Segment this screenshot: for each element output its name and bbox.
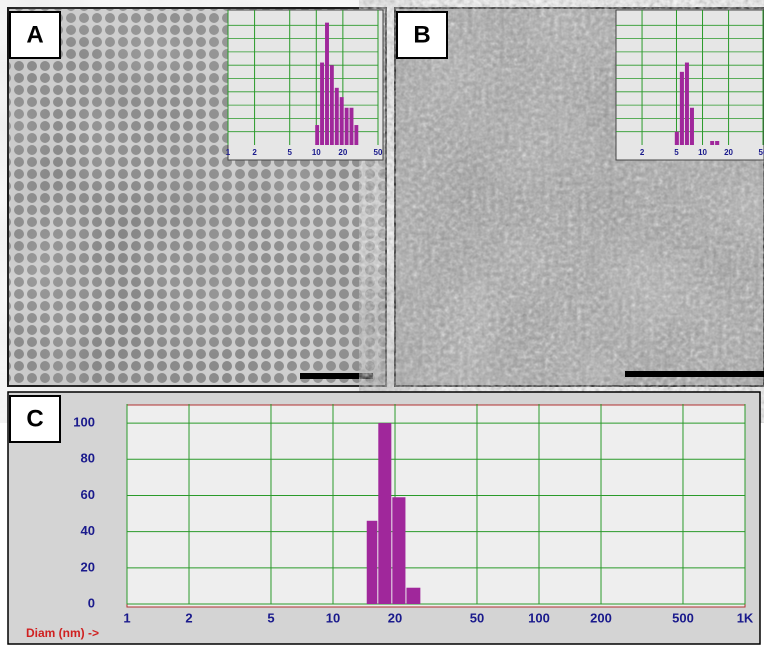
x-tick-label: 1 bbox=[123, 610, 130, 625]
x-tick-label: 20 bbox=[338, 148, 347, 157]
x-tick-label: 50 bbox=[759, 148, 764, 157]
x-tick-label: 10 bbox=[326, 610, 340, 625]
y-tick-label: 0 bbox=[88, 595, 95, 610]
x-tick-label: 20 bbox=[388, 610, 402, 625]
y-tick-label: 20 bbox=[81, 559, 95, 574]
label-box bbox=[9, 11, 61, 59]
y-tick-label: 60 bbox=[81, 487, 95, 502]
bar bbox=[715, 141, 720, 145]
y-tick-label: 100 bbox=[73, 415, 95, 430]
bar bbox=[710, 141, 715, 145]
bar bbox=[325, 22, 329, 145]
bar bbox=[684, 62, 689, 145]
panel-label: B bbox=[413, 21, 430, 48]
bar bbox=[679, 71, 684, 145]
panel-label: C bbox=[26, 405, 43, 432]
bar bbox=[349, 107, 354, 145]
bar bbox=[366, 520, 378, 604]
x-tick-label: 1 bbox=[226, 148, 231, 157]
bar bbox=[339, 97, 344, 145]
label-box bbox=[396, 11, 448, 59]
bar bbox=[354, 125, 359, 145]
inset-a-frame bbox=[227, 9, 384, 161]
y-tick-label: 40 bbox=[81, 523, 95, 538]
label-box bbox=[9, 395, 61, 443]
x-tick-label: 100 bbox=[528, 610, 550, 625]
x-tick-label: 2 bbox=[185, 610, 192, 625]
x-tick-label: 20 bbox=[724, 148, 733, 157]
bar bbox=[392, 497, 406, 604]
x-axis-label: Diam (nm) -> bbox=[26, 626, 99, 640]
x-tick-label: 50 bbox=[374, 148, 383, 157]
x-tick-label: 2 bbox=[252, 148, 257, 157]
y-tick-label: 80 bbox=[81, 451, 95, 466]
x-tick-label: 10 bbox=[312, 148, 321, 157]
x-tick-label: 50 bbox=[470, 610, 484, 625]
x-tick-label: 5 bbox=[267, 610, 274, 625]
x-tick-label: 500 bbox=[672, 610, 694, 625]
x-tick-label: 200 bbox=[590, 610, 612, 625]
bar bbox=[334, 87, 339, 145]
bar bbox=[329, 65, 334, 145]
bar bbox=[406, 587, 421, 604]
bar bbox=[378, 423, 392, 604]
panel-label: A bbox=[26, 21, 43, 48]
x-tick-label: 5 bbox=[287, 148, 292, 157]
bar bbox=[689, 107, 694, 145]
x-tick-label: 2 bbox=[640, 148, 645, 157]
plot-c-frame bbox=[126, 404, 746, 608]
x-tick-label: 5 bbox=[674, 148, 679, 157]
bar bbox=[344, 107, 349, 145]
x-tick-label: 1K bbox=[737, 610, 754, 625]
x-tick-label: 10 bbox=[698, 148, 707, 157]
bar bbox=[315, 125, 320, 145]
bar bbox=[320, 62, 325, 145]
bar bbox=[674, 131, 679, 145]
